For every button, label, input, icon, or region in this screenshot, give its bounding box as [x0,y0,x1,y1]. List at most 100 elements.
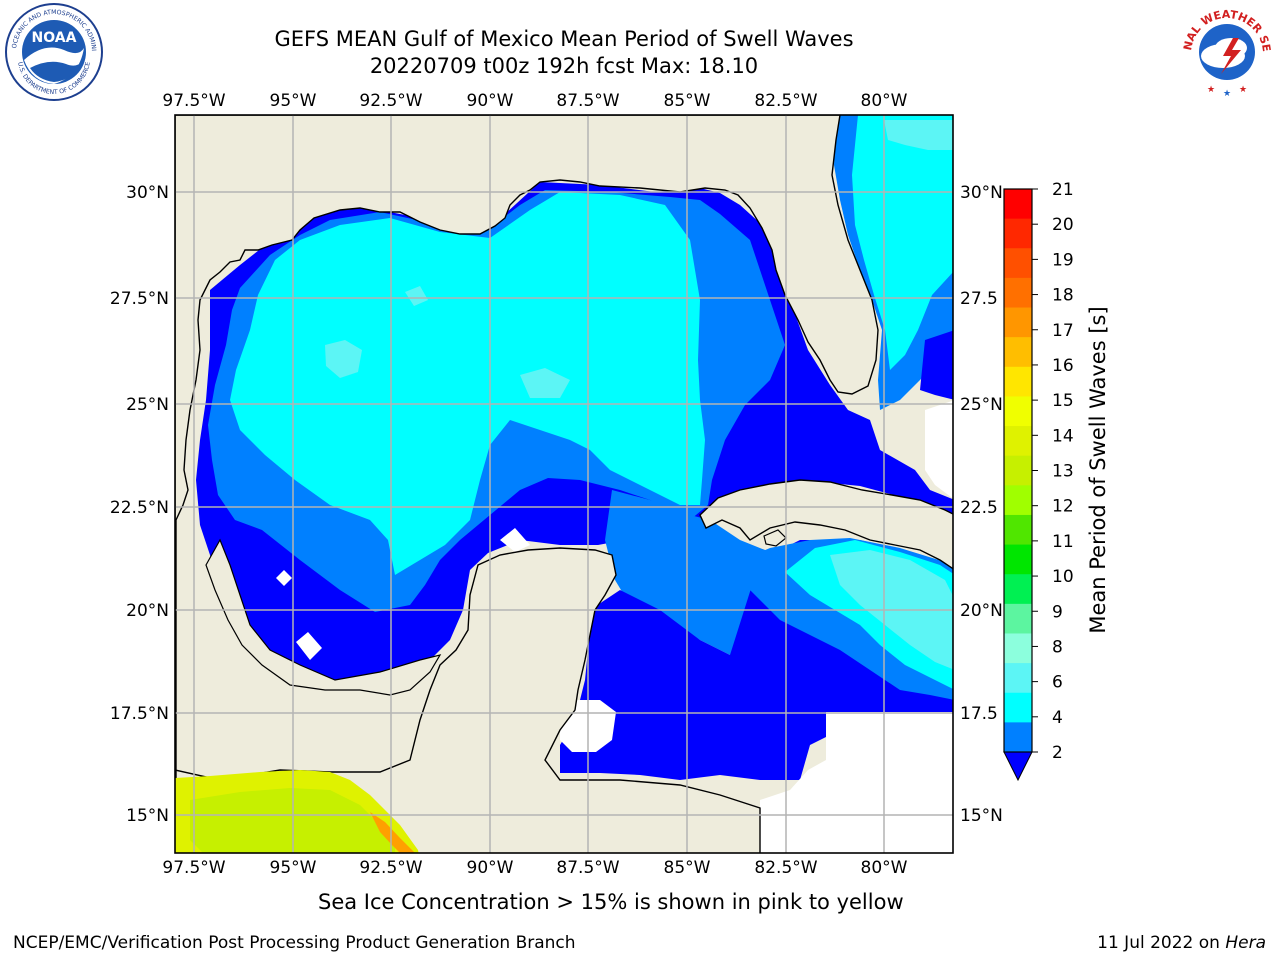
gulf-swell-6-8s [230,192,705,575]
colorbar-tick-label: 4 [1052,708,1063,728]
mexico-west-land [175,115,879,853]
lat-label-left: 30°N [126,183,169,203]
lon-labels-top: 97.5°W 95°W 92.5°W 90°W 87.5°W 85°W 82.5… [162,91,907,111]
lon-label-top: 80°W [861,91,908,111]
missing-data-patch [500,528,530,552]
missing-data-patch [760,712,953,853]
lon-label-top: 97.5°W [162,91,225,111]
credit-text: NCEP/EMC/Verification Post Processing Pr… [13,933,576,953]
colorbar-band [1004,426,1032,457]
lon-label-bottom: 92.5°W [359,858,422,878]
colorbar-tick-label: 19 [1052,250,1074,270]
lat-label-left: 17.5°N [110,704,169,724]
lat-gridlines [175,191,953,816]
colorbar-tick-label: 16 [1052,356,1074,376]
date-host: Hera [1225,933,1266,953]
atlantic-swell-6-8s [852,115,953,370]
colorbar-tick-label: 9 [1052,602,1063,622]
isla-juventud-land [763,529,787,547]
colorbar-band [1004,218,1032,249]
colorbar-band [1004,307,1032,338]
colorbar-tick-label: 12 [1052,497,1074,517]
lon-label-bottom: 97.5°W [162,858,225,878]
lon-label-top: 90°W [467,91,514,111]
colorbar-band [1004,722,1032,753]
lon-label-top: 92.5°W [359,91,422,111]
lat-label-right: 20°N [960,601,1003,621]
lat-label-left: 27.5°N [110,289,169,309]
lon-label-bottom: 80°W [861,858,908,878]
colorbar-band [1004,574,1032,605]
lat-label-right: 27.5 [960,289,998,309]
colorbar-band [1004,485,1032,516]
colorbar-band [1004,455,1032,486]
map-area [175,115,953,853]
colorbar: 21 20 19 18 17 16 15 14 13 12 11 10 9 8 6 4 2 Mean Perio… [1003,180,1110,782]
sea-ice-note: Sea Ice Concentration > 15% is shown in … [318,890,904,914]
colorbar-tick-label: 10 [1052,567,1074,587]
lat-label-left: 22.5°N [110,498,169,518]
lon-label-top: 82.5°W [754,91,817,111]
colorbar-extend-triangle [1003,751,1033,782]
chart-title: GEFS MEAN Gulf of Mexico Mean Period of … [274,27,854,51]
colorbar-tick-label: 2 [1052,743,1063,763]
lat-labels-left: 30°N 27.5°N 25°N 22.5°N 20°N 17.5°N 15°N [110,183,169,826]
svg-text:★: ★ [1223,89,1231,99]
missing-data-patch [925,400,953,499]
lat-label-left: 15°N [126,806,169,826]
colorbar-band [1004,544,1032,575]
svg-text:★: ★ [1207,85,1215,95]
noaa-center-text: NOAA [32,30,77,46]
date-prefix: 11 Jul 2022 on [1097,933,1226,953]
lon-label-bottom: 85°W [664,858,711,878]
colorbar-band [1004,603,1032,634]
sea-ice-concentration-region-edge [370,812,415,853]
missing-data-patch [296,632,322,660]
colorbar-tick-label: 18 [1052,286,1074,306]
lon-gridlines [193,115,885,853]
central-america-south-land [205,538,442,696]
colorbar-band [1004,337,1032,368]
lon-label-top: 87.5°W [556,91,619,111]
lon-label-top: 95°W [270,91,317,111]
svg-text:★: ★ [1239,85,1247,95]
colorbar-band [1004,663,1032,694]
colorbar-tick-label: 13 [1052,462,1074,482]
lon-labels-bottom: 97.5°W 95°W 92.5°W 90°W 87.5°W 85°W 82.5… [162,858,907,878]
colorbar-tick-label: 6 [1052,673,1063,693]
lon-label-bottom: 87.5°W [556,858,619,878]
missing-data-patch [276,570,292,586]
lat-label-right: 15°N [960,806,1003,826]
lon-label-top: 85°W [664,91,711,111]
lon-label-bottom: 90°W [467,858,514,878]
colorbar-tick-label: 11 [1052,532,1074,552]
noaa-logo: NATIONAL OCEANIC AND ATMOSPHERIC ADMINIS… [4,2,103,101]
gulf-swell-8-9s-patch [520,368,570,398]
date-stamp: 11 Jul 2022 on Hera [1097,933,1266,953]
colorbar-tick-label: 8 [1052,637,1063,657]
lon-label-bottom: 82.5°W [754,858,817,878]
chart-subtitle: 20220709 t00z 192h fcst Max: 18.10 [369,54,759,78]
gulf-swell-8-9s-patch [405,286,428,306]
colorbar-band [1004,396,1032,427]
colorbar-band [1004,248,1032,279]
colorbar-tick-label: 21 [1052,180,1074,200]
colorbar-band [1004,277,1032,309]
lat-label-right: 22.5 [960,498,998,518]
lat-label-right: 17.5 [960,704,998,724]
colorbar-tick-label: 15 [1052,391,1074,411]
colorbar-band [1004,633,1032,664]
colorbar-tick-label: 14 [1052,426,1074,446]
cuba-land [699,479,953,570]
colorbar-band [1004,189,1032,220]
colorbar-tick-label: 20 [1052,215,1074,235]
lat-label-right: 30°N [960,183,1003,203]
lat-label-right: 25°N [960,395,1003,415]
lat-label-left: 25°N [126,395,169,415]
lat-label-left: 20°N [126,601,169,621]
colorbar-band [1004,366,1032,397]
nws-logo: NATIONAL WEATHER SERVICE ★ ★ ★ [1176,2,1275,100]
lat-labels-right: 30°N 27.5 25°N 22.5 20°N 17.5 15°N [960,183,1003,826]
map-frame [174,114,954,854]
